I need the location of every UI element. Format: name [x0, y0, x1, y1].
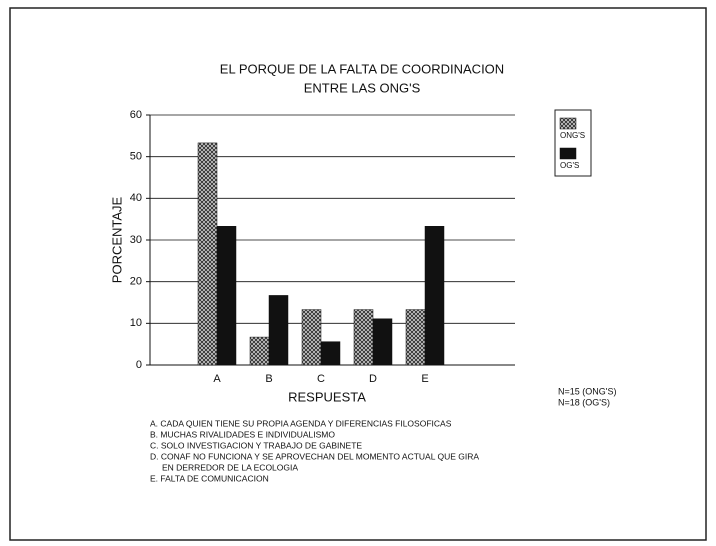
bar — [353, 309, 374, 366]
y-tick-label: 30 — [130, 234, 142, 246]
x-tick-label: C — [317, 373, 325, 385]
y-axis-label: PORCENTAJE — [109, 196, 124, 283]
bar — [249, 336, 270, 366]
y-tick-label: 10 — [130, 317, 142, 329]
x-tick-label: D — [369, 373, 377, 385]
legend-box — [554, 109, 592, 177]
note: E. FALTA DE COMUNICACION — [150, 473, 269, 483]
note: D. CONAF NO FUNCIONA Y SE APROVECHAN DEL… — [150, 451, 479, 461]
note: EN DERREDOR DE LA ECOLOGIA — [162, 462, 298, 472]
x-axis-label: RESPUESTA — [288, 389, 366, 404]
note: A. CADA QUIEN TIENE SU PROPIA AGENDA Y D… — [150, 418, 452, 428]
legend-label: ONG'S — [560, 131, 585, 140]
bar — [301, 309, 322, 366]
legend-label: OG'S — [560, 161, 579, 170]
legend-swatch — [559, 147, 577, 160]
bar — [197, 142, 218, 366]
x-tick-label: E — [421, 373, 428, 385]
bar — [216, 226, 237, 366]
bar — [424, 226, 445, 366]
y-tick-label: 40 — [130, 192, 142, 204]
x-tick-label: A — [213, 373, 221, 385]
chart-title: EL PORQUE DE LA FALTA DE COORDINACION — [220, 61, 504, 76]
y-tick-label: 20 — [130, 276, 142, 288]
legend-swatch — [559, 117, 577, 130]
note: C. SOLO INVESTIGACION Y TRABAJO DE GABIN… — [150, 440, 362, 450]
x-tick-label: B — [265, 373, 272, 385]
frame — [9, 7, 707, 541]
note: B. MUCHAS RIVALIDADES E INDIVIDUALISMO — [150, 429, 335, 439]
y-tick-label: 0 — [136, 359, 142, 371]
y-tick-label: 60 — [130, 109, 142, 121]
sample-note: N=15 (ONG'S) — [558, 386, 616, 396]
bar — [372, 318, 393, 366]
chart-title: ENTRE LAS ONG'S — [304, 80, 421, 95]
bar — [320, 341, 341, 366]
y-tick-label: 50 — [130, 151, 142, 163]
bar — [268, 295, 289, 366]
bar — [405, 309, 426, 366]
sample-note: N=18 (OG'S) — [558, 397, 610, 407]
